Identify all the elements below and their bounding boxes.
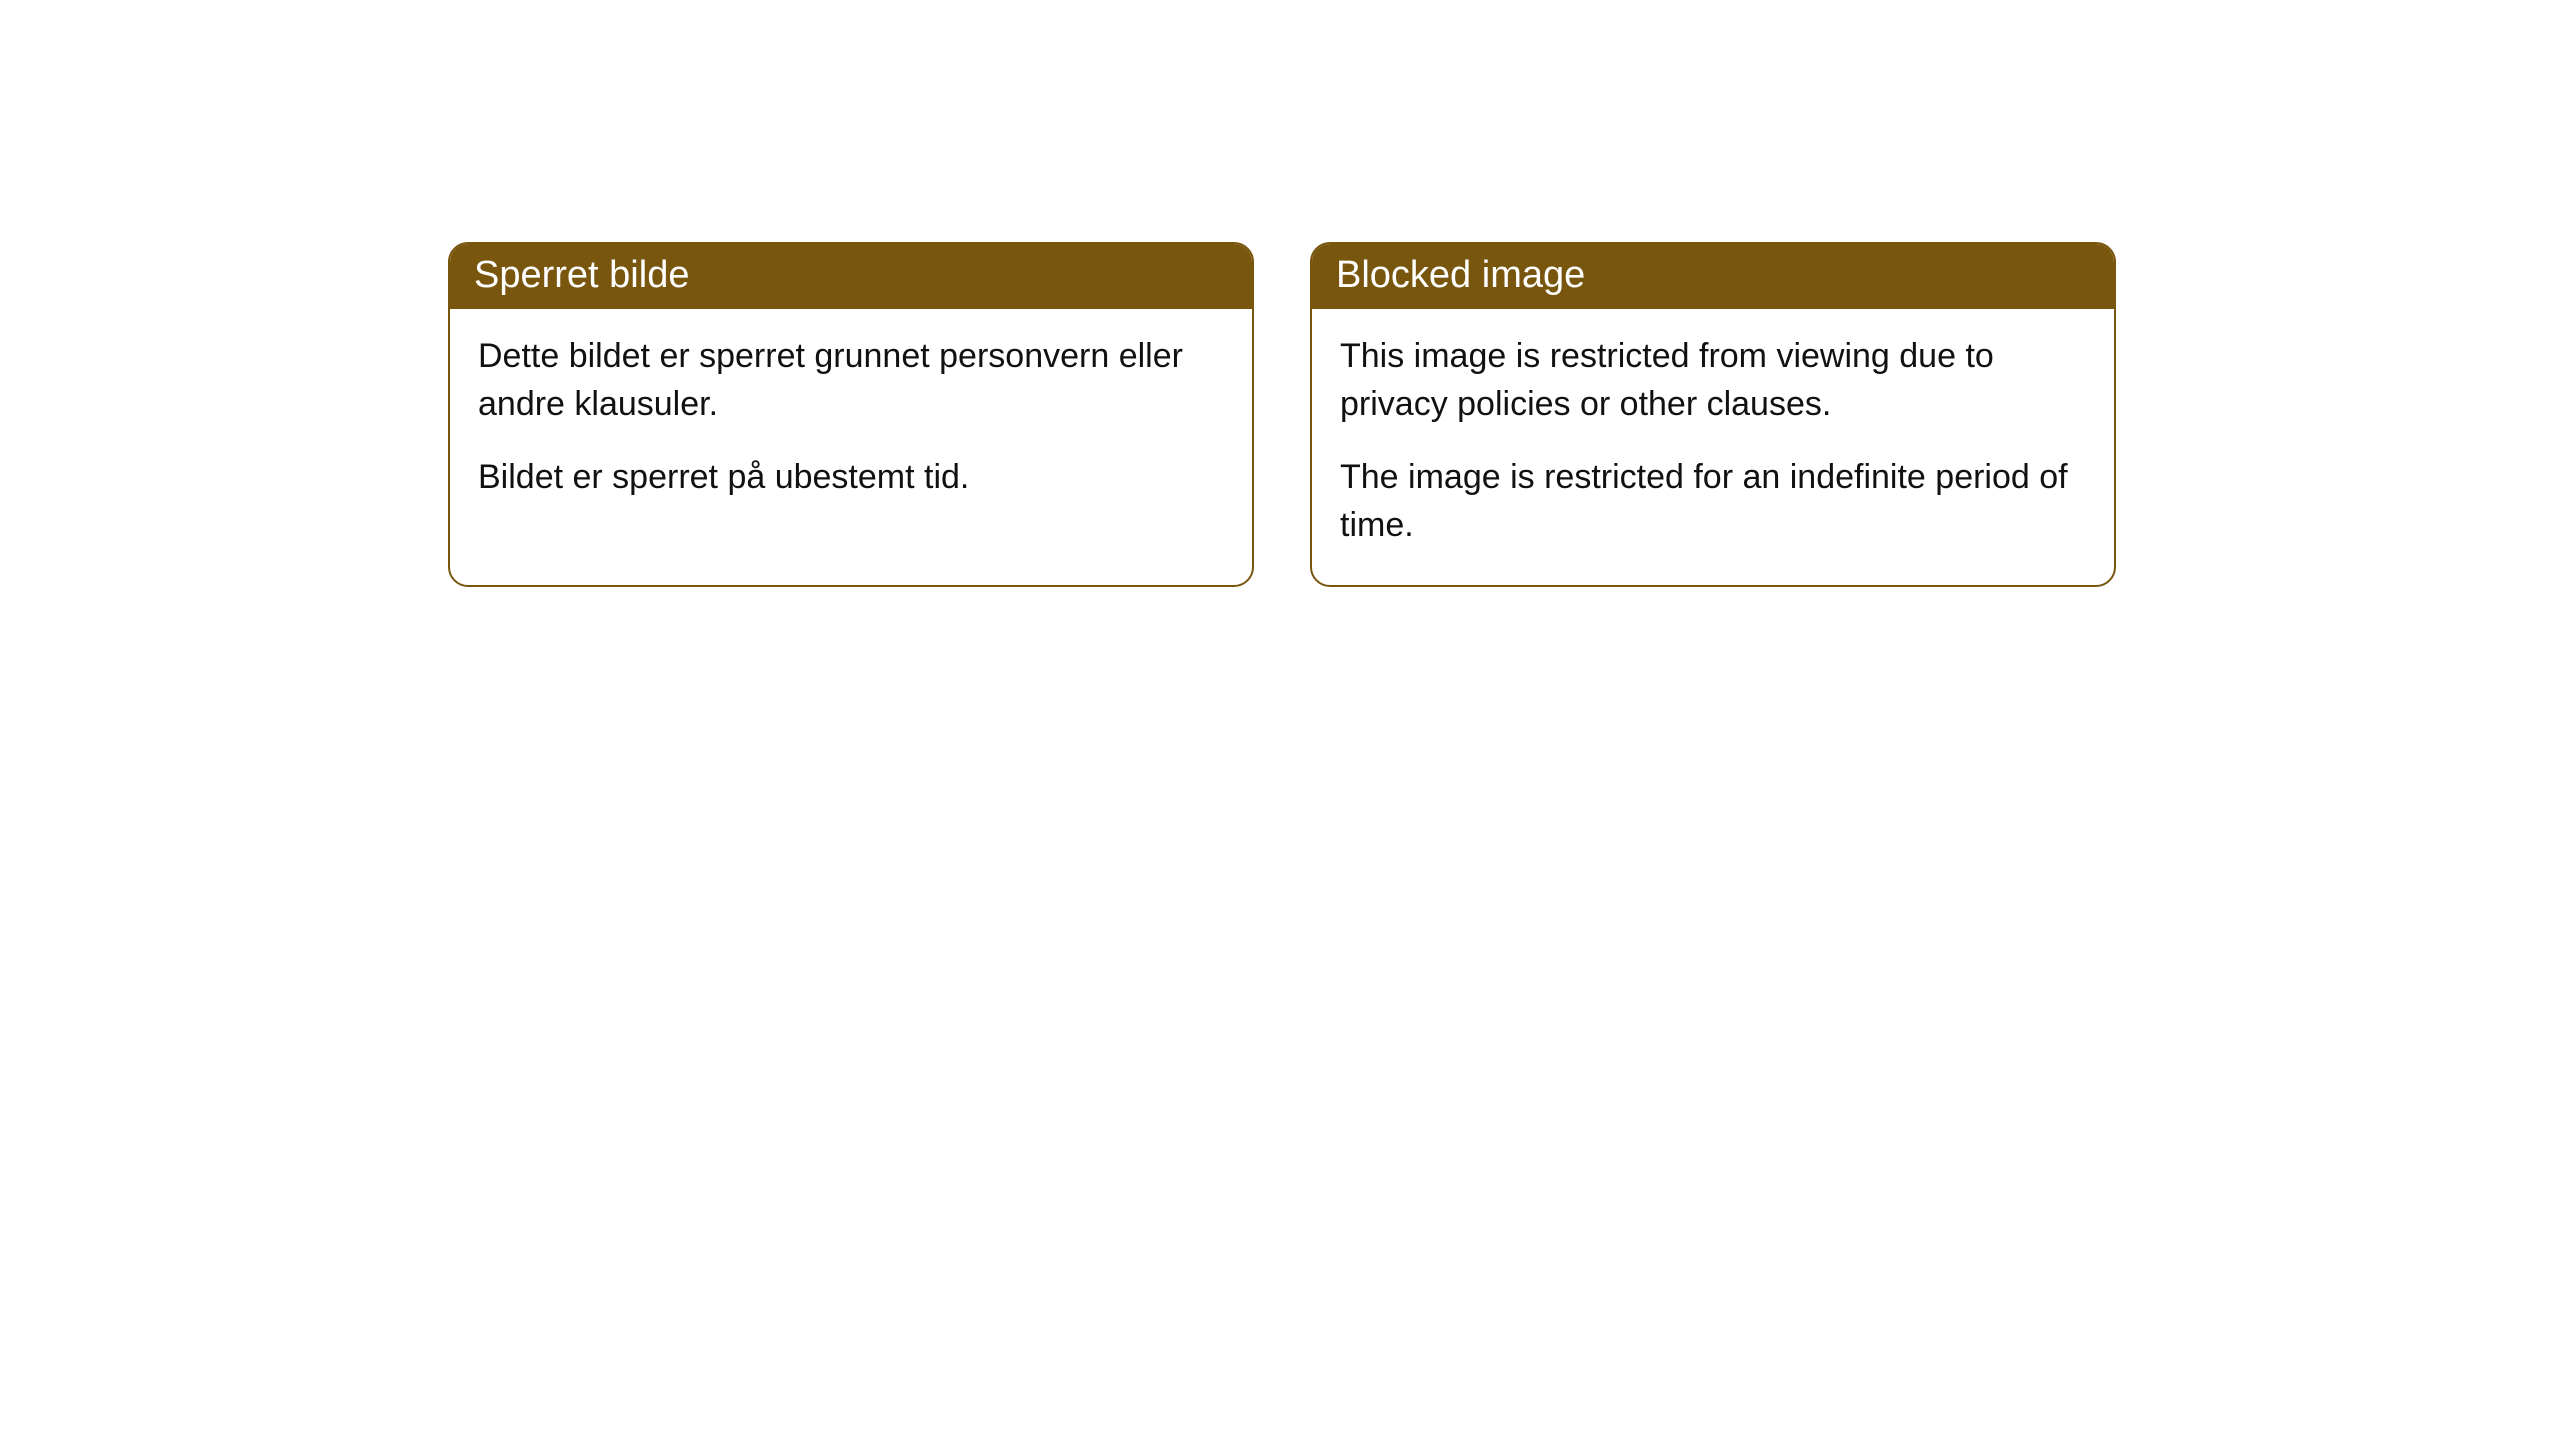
card-body: Dette bildet er sperret grunnet personve… [450, 309, 1252, 538]
card-title: Sperret bilde [474, 254, 689, 296]
notice-container: Sperret bilde Dette bildet er sperret gr… [0, 0, 2560, 587]
notice-card-norwegian: Sperret bilde Dette bildet er sperret gr… [448, 242, 1254, 587]
card-header: Blocked image [1312, 244, 2114, 309]
card-title: Blocked image [1336, 254, 1585, 296]
card-paragraph: This image is restricted from viewing du… [1340, 333, 2086, 428]
notice-card-english: Blocked image This image is restricted f… [1310, 242, 2116, 587]
card-body: This image is restricted from viewing du… [1312, 309, 2114, 585]
card-header: Sperret bilde [450, 244, 1252, 309]
card-paragraph: The image is restricted for an indefinit… [1340, 454, 2086, 549]
card-paragraph: Bildet er sperret på ubestemt tid. [478, 454, 1224, 502]
card-paragraph: Dette bildet er sperret grunnet personve… [478, 333, 1224, 428]
